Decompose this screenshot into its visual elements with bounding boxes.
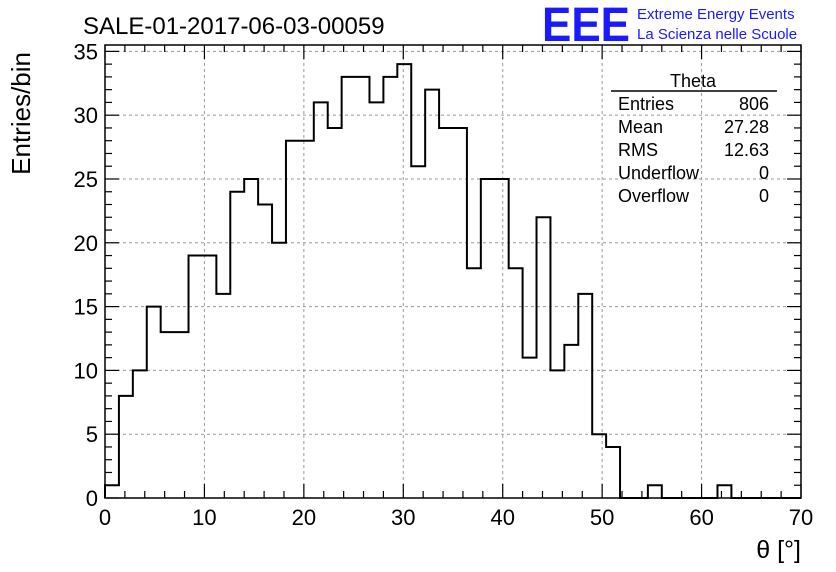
stats-value: 0 [759, 163, 769, 183]
eee-logo-mark: EEE [542, 0, 630, 52]
x-tick-label: 30 [391, 505, 415, 530]
x-tick-label: 70 [789, 505, 813, 530]
y-tick-label: 20 [74, 231, 98, 256]
x-tick-label: 0 [99, 505, 111, 530]
stats-label: Entries [618, 94, 674, 114]
x-tick-label: 40 [490, 505, 514, 530]
grid-lines [105, 45, 801, 498]
x-tick-label: 20 [292, 505, 316, 530]
stats-value: 806 [739, 94, 769, 114]
stats-label: Overflow [618, 186, 690, 206]
y-axis-label: Entries/bin [6, 52, 36, 175]
y-tick-label: 5 [86, 422, 98, 447]
x-tick-label: 50 [590, 505, 614, 530]
y-tick-label: 10 [74, 358, 98, 383]
stats-value: 12.63 [724, 140, 769, 160]
logo-tagline-2: La Scienza nelle Scuole [637, 26, 797, 43]
stats-row-entries: Entries 806 [618, 94, 769, 114]
stats-row-overflow: Overflow 0 [618, 186, 769, 206]
stats-row-mean: Mean 27.28 [618, 117, 769, 137]
stats-label: Underflow [618, 163, 700, 183]
stats-box: Theta Entries 806 Mean 27.28 RMS 12.63 U… [611, 71, 777, 206]
logo-tagline-1: Extreme Energy Events [637, 6, 795, 23]
y-tick-label: 35 [74, 39, 98, 64]
stats-label: Mean [618, 117, 663, 137]
stats-label: RMS [618, 140, 658, 160]
stats-value: 0 [759, 186, 769, 206]
run-title: SALE-01-2017-06-03-00059 [83, 13, 385, 40]
y-tick-label: 15 [74, 295, 98, 320]
stats-box-title: Theta [670, 71, 717, 91]
y-tick-label: 30 [74, 103, 98, 128]
x-axis-label: θ [°] [756, 536, 801, 564]
tick-labels: 0 10 20 30 40 50 60 70 0 5 10 15 20 25 30 35 [74, 39, 814, 530]
stats-value: 27.28 [724, 117, 769, 137]
histogram-step-line [104, 63, 801, 499]
stats-row-rms: RMS 12.63 [618, 140, 769, 160]
plot-frame [104, 44, 802, 499]
x-tick-label: 60 [689, 505, 713, 530]
stats-row-underflow: Underflow 0 [618, 163, 769, 183]
x-tick-label: 10 [192, 505, 216, 530]
y-tick-label: 25 [74, 167, 98, 192]
eee-logo: EEE Extreme Energy Events La Scienza nel… [542, 0, 797, 52]
axis-ticks [104, 45, 802, 499]
y-tick-label: 0 [86, 486, 98, 511]
